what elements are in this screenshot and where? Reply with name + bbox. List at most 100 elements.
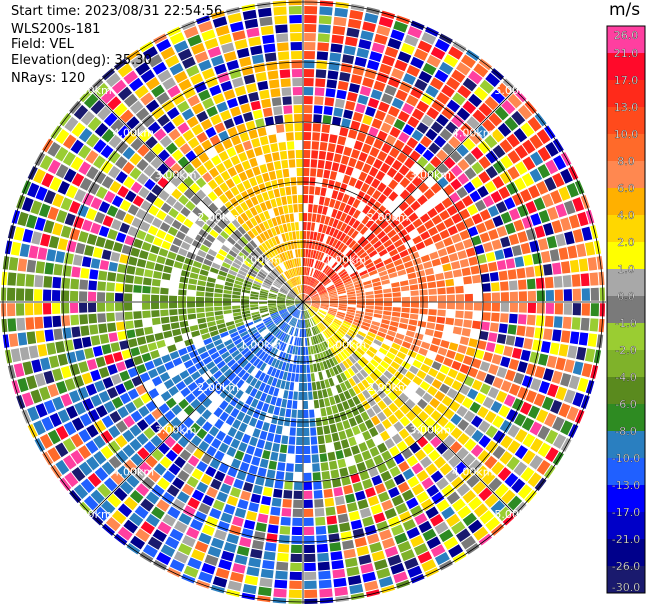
velocity-gate	[361, 143, 372, 154]
velocity-gate	[426, 107, 440, 120]
velocity-gate	[477, 406, 489, 419]
velocity-gate	[420, 135, 432, 148]
velocity-gate	[303, 123, 312, 132]
velocity-gate	[434, 202, 446, 214]
velocity-gate	[386, 167, 398, 178]
velocity-gate	[309, 290, 317, 297]
velocity-gate	[321, 276, 328, 283]
velocity-gate	[576, 243, 587, 258]
velocity-gate	[381, 93, 394, 105]
velocity-gate	[448, 342, 459, 352]
velocity-gate	[468, 338, 478, 348]
velocity-gate	[334, 98, 345, 109]
velocity-gate	[341, 258, 349, 266]
velocity-gate	[462, 100, 477, 114]
velocity-gate	[337, 80, 349, 91]
velocity-gate	[372, 201, 382, 211]
velocity-gate	[598, 271, 605, 286]
velocity-gate	[428, 367, 439, 378]
velocity-gate	[383, 257, 393, 266]
velocity-gate	[563, 303, 572, 315]
velocity-gate	[338, 202, 347, 212]
velocity-gate	[351, 242, 360, 251]
velocity-gate	[332, 25, 346, 36]
velocity-gate	[315, 69, 327, 79]
velocity-gate	[482, 283, 491, 292]
velocity-gate	[348, 217, 357, 227]
velocity-gate	[345, 316, 354, 321]
velocity-gate	[530, 378, 542, 391]
velocity-gate	[324, 197, 331, 207]
velocity-gate	[406, 137, 419, 149]
velocity-gate	[501, 489, 516, 505]
velocity-gate	[543, 222, 554, 236]
velocity-gate	[494, 249, 505, 260]
velocity-gate	[303, 168, 310, 177]
velocity-gate	[350, 3, 365, 12]
velocity-gate	[545, 141, 559, 157]
velocity-gate	[418, 314, 428, 322]
velocity-gate	[303, 222, 307, 231]
velocity-gate	[321, 224, 328, 234]
velocity-gate	[329, 296, 338, 300]
velocity-gate	[339, 127, 349, 137]
velocity-gate	[338, 299, 347, 302]
velocity-gate	[303, 299, 311, 302]
colorbar-tick-label: -30.0	[612, 581, 640, 594]
velocity-gate	[472, 274, 481, 284]
velocity-gate	[529, 168, 543, 183]
velocity-gate	[496, 225, 508, 238]
velocity-gate	[492, 215, 504, 227]
velocity-gate	[335, 210, 343, 220]
velocity-gate	[480, 273, 490, 283]
velocity-gate	[485, 440, 499, 454]
velocity-gate	[442, 263, 452, 272]
velocity-gate	[418, 282, 428, 290]
velocity-gate	[397, 366, 408, 376]
velocity-gate	[369, 51, 383, 62]
velocity-gate	[307, 213, 312, 222]
velocity-gate	[359, 85, 372, 97]
velocity-gate	[403, 260, 414, 269]
velocity-gate	[360, 273, 370, 280]
velocity-gate	[372, 281, 382, 287]
velocity-gate	[490, 190, 503, 204]
velocity-gate	[339, 183, 348, 193]
velocity-gate	[497, 122, 512, 137]
velocity-gate	[525, 390, 537, 404]
velocity-gate	[469, 401, 481, 414]
velocity-gate	[478, 171, 491, 184]
velocity-gate	[459, 336, 470, 346]
velocity-gate	[303, 267, 305, 276]
velocity-gate	[359, 123, 370, 134]
velocity-gate	[333, 320, 342, 326]
velocity-gate	[403, 335, 414, 344]
velocity-gate	[381, 142, 392, 154]
velocity-gate	[482, 292, 491, 302]
velocity-gate	[474, 392, 487, 405]
velocity-gate	[364, 135, 376, 146]
velocity-gate	[436, 442, 449, 455]
velocity-gate	[410, 344, 420, 353]
velocity-gate	[348, 268, 357, 275]
velocity-gate	[442, 142, 455, 155]
velocity-gate	[392, 297, 401, 302]
velocity-gate	[456, 405, 468, 418]
velocity-gate	[404, 355, 415, 365]
velocity-gate	[387, 391, 398, 402]
velocity-gate	[378, 248, 388, 257]
velocity-gate	[345, 249, 353, 258]
velocity-gate	[348, 329, 357, 336]
velocity-gate	[446, 302, 455, 310]
velocity-gate	[374, 306, 383, 311]
velocity-gate	[491, 354, 502, 365]
velocity-gate	[492, 445, 506, 460]
velocity-gate	[464, 284, 473, 293]
velocity-gate	[416, 270, 426, 278]
velocity-gate	[310, 222, 316, 231]
velocity-gate	[317, 312, 324, 319]
velocity-gate	[325, 256, 332, 265]
velocity-gate	[558, 247, 569, 261]
velocity-gate	[439, 229, 450, 240]
velocity-gate	[365, 305, 374, 310]
